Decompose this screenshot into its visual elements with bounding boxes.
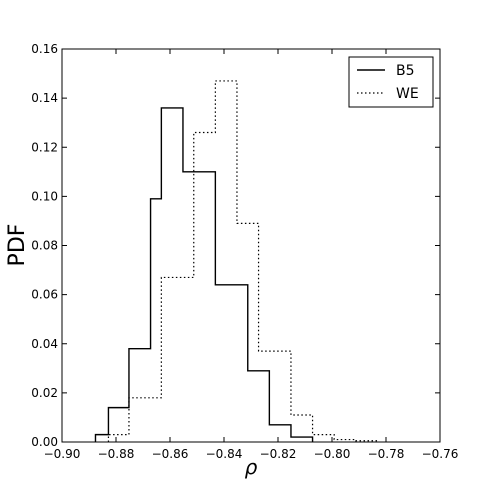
y-tick-label: 0.06 [31, 288, 58, 302]
y-tick-label: 0.14 [31, 91, 58, 105]
y-tick-label: 0.10 [31, 189, 58, 203]
series-b5 [94, 107, 314, 442]
bin-b5 [95, 435, 108, 442]
y-tick-label: 0.08 [31, 239, 58, 253]
bin-we [291, 415, 313, 442]
bin-we [129, 398, 151, 442]
bin-we [313, 435, 335, 442]
legend-label-we: WE [396, 86, 419, 102]
series-we [107, 80, 378, 442]
x-axis-label: ρ [245, 455, 258, 479]
x-tick-label: −0.88 [98, 447, 135, 461]
x-tick-label: −0.80 [314, 447, 351, 461]
bin-we [237, 223, 259, 442]
x-tick-label: −0.76 [422, 447, 459, 461]
bin-we [215, 81, 237, 442]
y-tick-label: 0.02 [31, 386, 58, 400]
legend-label-b5: B5 [396, 63, 415, 79]
bin-we [108, 435, 129, 442]
x-tick-label: −0.78 [368, 447, 405, 461]
bin-we [194, 133, 216, 442]
bin-we [183, 277, 194, 442]
legend-box [348, 56, 434, 108]
bin-we [356, 441, 378, 442]
bin-we [259, 351, 291, 442]
plot-area [61, 48, 441, 443]
legend: B5 WE [348, 56, 434, 108]
x-tick-label: −0.82 [260, 447, 297, 461]
y-tick-label: 0.04 [31, 337, 58, 351]
bin-we [151, 398, 162, 442]
bin-we [161, 277, 183, 442]
x-tick-label: −0.84 [206, 447, 243, 461]
step-line-we [107, 80, 378, 442]
axis-ticks: −0.90 −0.88 −0.86 −0.84 −0.82 −0.80 −0.78 −0.76… [31, 42, 458, 461]
x-tick-label: −0.90 [44, 447, 81, 461]
y-tick-label: 0.12 [31, 140, 58, 154]
y-tick-label: 0.00 [31, 435, 58, 449]
y-axis-label: PDF [5, 224, 30, 267]
x-tick-label: −0.86 [152, 447, 189, 461]
series-layer [94, 80, 378, 442]
y-tick-label: 0.16 [31, 42, 58, 56]
step-line-b5 [94, 107, 314, 442]
bin-we [334, 440, 356, 442]
